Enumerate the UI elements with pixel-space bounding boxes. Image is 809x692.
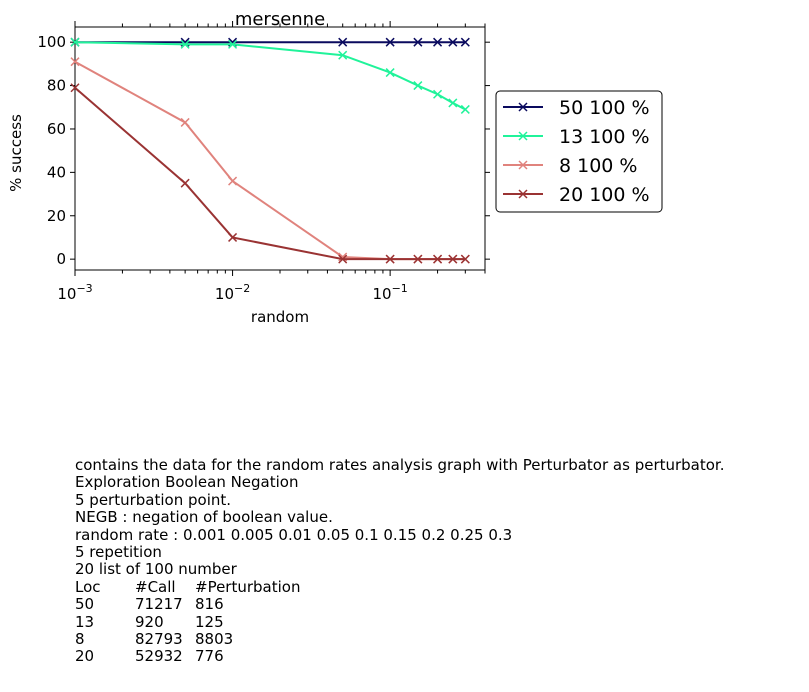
analysis-notes: contains the data for the random rates a… bbox=[75, 456, 725, 666]
table-cell: 8 bbox=[75, 629, 85, 648]
table-cell: #Call bbox=[135, 577, 176, 596]
table-cell: 52932 bbox=[135, 647, 183, 666]
y-tick-label: 0 bbox=[56, 250, 66, 268]
legend-marker bbox=[518, 189, 528, 199]
table-cell: 125 bbox=[195, 612, 224, 631]
x-axis-label: random bbox=[251, 308, 309, 326]
table-row: 8 82793 8803 bbox=[75, 629, 725, 648]
data-point bbox=[433, 89, 443, 99]
legend-marker bbox=[518, 131, 528, 141]
series-line bbox=[74, 41, 466, 111]
series-group bbox=[70, 57, 470, 264]
data-point bbox=[338, 37, 348, 47]
data-point bbox=[460, 37, 470, 47]
x-tick-label: 10−3 bbox=[57, 282, 92, 303]
series-group bbox=[70, 37, 470, 47]
data-point bbox=[448, 98, 458, 108]
data-point bbox=[70, 57, 80, 67]
y-tick-label: 80 bbox=[47, 77, 66, 95]
table-cell: 13 bbox=[75, 612, 95, 631]
data-point bbox=[385, 37, 395, 47]
note-line: 5 repetition bbox=[75, 542, 162, 561]
y-tick-label: 20 bbox=[47, 207, 66, 225]
legend-box bbox=[495, 90, 663, 213]
note-line: 20 list of 100 number bbox=[75, 560, 237, 579]
data-point bbox=[413, 254, 423, 264]
x-tick-label: 10−2 bbox=[215, 282, 250, 303]
y-tick-label: 100 bbox=[37, 33, 66, 51]
data-point bbox=[385, 68, 395, 78]
data-point bbox=[70, 37, 80, 47]
legend-marker bbox=[518, 102, 528, 112]
table-cell: 776 bbox=[195, 647, 224, 666]
legend-label: 8 100 % bbox=[559, 155, 638, 177]
note-line: 5 perturbation point. bbox=[75, 490, 232, 509]
data-point bbox=[448, 254, 458, 264]
data-point bbox=[385, 254, 395, 264]
data-point bbox=[70, 83, 80, 93]
note-line: contains the data for the random rates a… bbox=[75, 456, 725, 474]
axes-frame bbox=[74, 26, 486, 271]
table-cell: 20 bbox=[75, 647, 95, 666]
table-row: 20 52932 776 bbox=[75, 647, 725, 666]
chart-title: mersenne bbox=[235, 9, 325, 30]
y-axis-label: % success bbox=[7, 114, 25, 192]
table-cell: #Perturbation bbox=[195, 577, 301, 596]
line-chart: mersenne 0 20 40 60 80 100 10−3 10−2 10−1 random… bbox=[7, 9, 663, 326]
data-point bbox=[228, 176, 238, 186]
data-point bbox=[460, 104, 470, 114]
table-cell: Loc bbox=[75, 577, 101, 596]
table-cell: 920 bbox=[135, 612, 164, 631]
data-point bbox=[448, 37, 458, 47]
series-group bbox=[70, 37, 470, 114]
series-group bbox=[70, 83, 470, 264]
legend: 50 100 % 13 100 % 8 100 % 20 100 % bbox=[495, 90, 663, 213]
plot-area: 0 20 40 60 80 100 10−3 10−2 10−1 bbox=[37, 21, 490, 303]
data-point bbox=[433, 254, 443, 264]
series-line bbox=[74, 86, 466, 261]
y-tick-label: 60 bbox=[47, 120, 66, 138]
x-tick-label: 10−1 bbox=[372, 282, 407, 303]
y-tick-label: 40 bbox=[47, 163, 66, 181]
data-point bbox=[338, 254, 348, 264]
legend-label: 50 100 % bbox=[559, 97, 650, 119]
table-cell: 71217 bbox=[135, 595, 183, 614]
legend-label: 13 100 % bbox=[559, 126, 650, 148]
data-point bbox=[413, 81, 423, 91]
data-point bbox=[180, 117, 190, 127]
data-point bbox=[180, 39, 190, 49]
data-point bbox=[228, 232, 238, 242]
data-point bbox=[338, 50, 348, 60]
table-cell: 82793 bbox=[135, 629, 183, 648]
table-row: 13 920 125 bbox=[75, 612, 725, 631]
data-point bbox=[180, 178, 190, 188]
table-header: Loc #Call #Perturbation bbox=[75, 577, 725, 596]
note-line: NEGB : negation of boolean value. bbox=[75, 508, 333, 527]
legend-label: 20 100 % bbox=[559, 184, 650, 206]
table-cell: 816 bbox=[195, 595, 224, 614]
legend-marker bbox=[518, 160, 528, 170]
data-point bbox=[460, 254, 470, 264]
data-point bbox=[433, 37, 443, 47]
series-line bbox=[74, 60, 466, 261]
data-point bbox=[228, 39, 238, 49]
table-cell: 50 bbox=[75, 595, 95, 614]
table-row: 50 71217 816 bbox=[75, 595, 725, 614]
note-line: random rate : 0.001 0.005 0.01 0.05 0.1 … bbox=[75, 525, 513, 544]
table-cell: 8803 bbox=[195, 629, 234, 648]
data-point bbox=[413, 37, 423, 47]
note-line: Exploration Boolean Negation bbox=[75, 473, 299, 492]
